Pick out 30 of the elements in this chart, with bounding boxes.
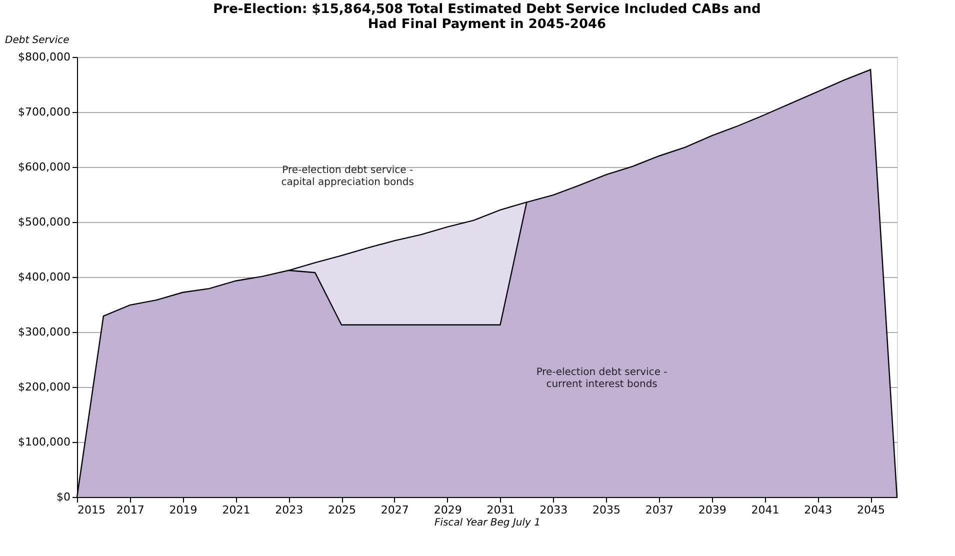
x-axis-title: Fiscal Year Beg July 1 [434, 518, 540, 528]
x-tick-label: 2045 [857, 504, 886, 516]
y-tick-label: $500,000 [18, 216, 70, 228]
x-tick-label: 2029 [434, 504, 462, 516]
y-tick-label: $100,000 [18, 436, 70, 448]
x-tick-label: 2031 [486, 504, 515, 516]
x-tick-label: 2021 [222, 504, 250, 516]
annotation: Pre-election debt service - current interest bonds [536, 367, 668, 390]
chart-title: Pre-Election: $15,864,508 Total Estimated Debt Service Included CABs and Had Final Payment in 2045-2046 [213, 2, 761, 32]
x-tick-label: 2035 [592, 504, 621, 516]
x-tick-label: 2037 [645, 504, 674, 516]
y-tick-label: $0 [56, 490, 70, 504]
x-tick-label: 2041 [751, 504, 780, 516]
annotation: Pre-election debt service - capital appreciation bonds [281, 164, 414, 188]
x-tick-label: 2033 [540, 504, 568, 516]
y-axis-title: Debt Service [5, 35, 70, 46]
x-tick-label: 2039 [698, 504, 726, 516]
y-tick-label: $800,000 [18, 50, 70, 64]
x-tick-label: 2027 [380, 504, 409, 516]
x-tick-label: 2017 [116, 504, 144, 516]
x-tick-label: 2025 [328, 504, 356, 516]
y-tick-label: $200,000 [18, 380, 70, 394]
y-tick-label: $300,000 [18, 326, 70, 338]
x-tick-label: 2015 [78, 504, 106, 516]
x-tick-label: 2019 [169, 504, 198, 516]
y-tick-label: $400,000 [18, 270, 70, 284]
x-tick-label: 2043 [804, 504, 832, 516]
y-tick-label: $700,000 [18, 106, 70, 118]
y-tick-label: $600,000 [18, 160, 70, 174]
x-tick-label: 2023 [275, 504, 304, 516]
